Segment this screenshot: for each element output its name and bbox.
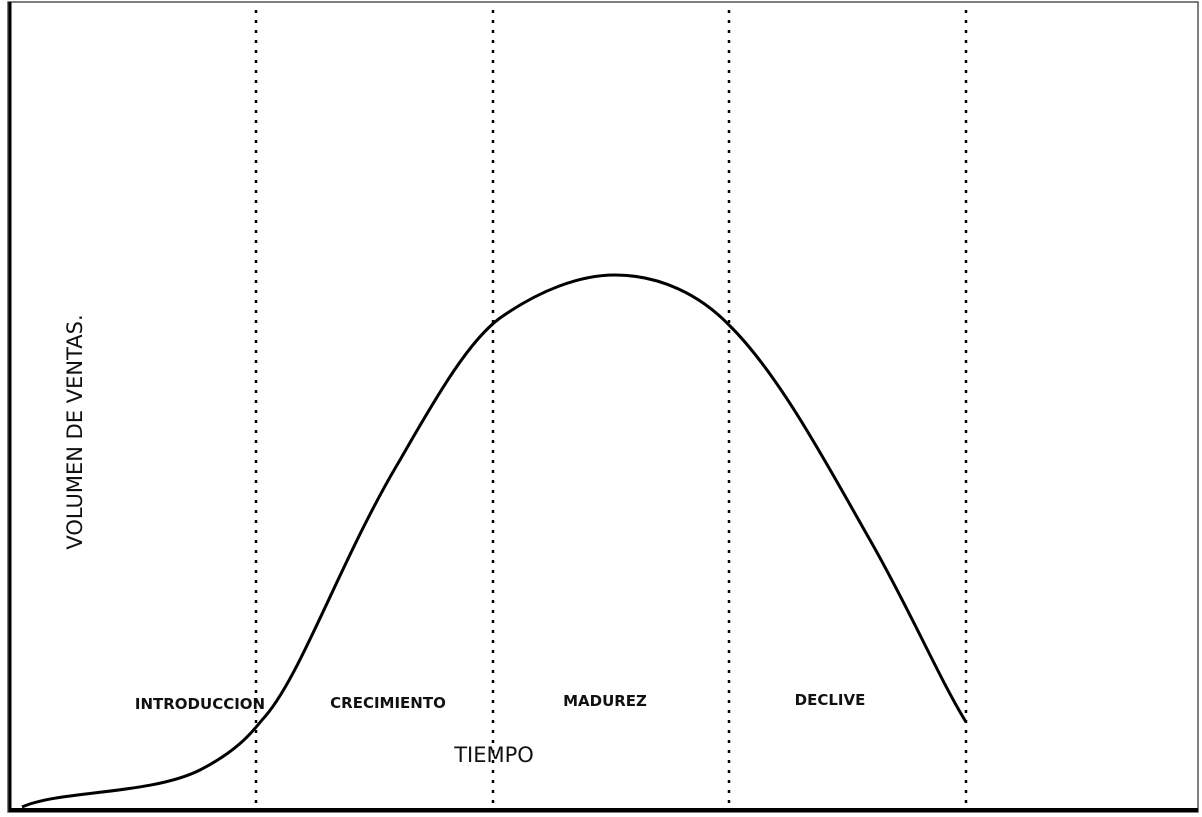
- stage-label: MADUREZ: [563, 692, 647, 710]
- stage-dividers: [254, 10, 968, 808]
- sales-curve: [21, 273, 968, 809]
- stage-label: CRECIMIENTO: [330, 694, 446, 712]
- stage-label: DECLIVE: [795, 691, 866, 709]
- frame: [7, 1, 1199, 813]
- stage-label: INTRODUCCION: [135, 695, 265, 713]
- y-axis-label: VOLUMEN DE VENTAS.: [63, 314, 87, 549]
- x-axis-label: TIEMPO: [453, 743, 534, 767]
